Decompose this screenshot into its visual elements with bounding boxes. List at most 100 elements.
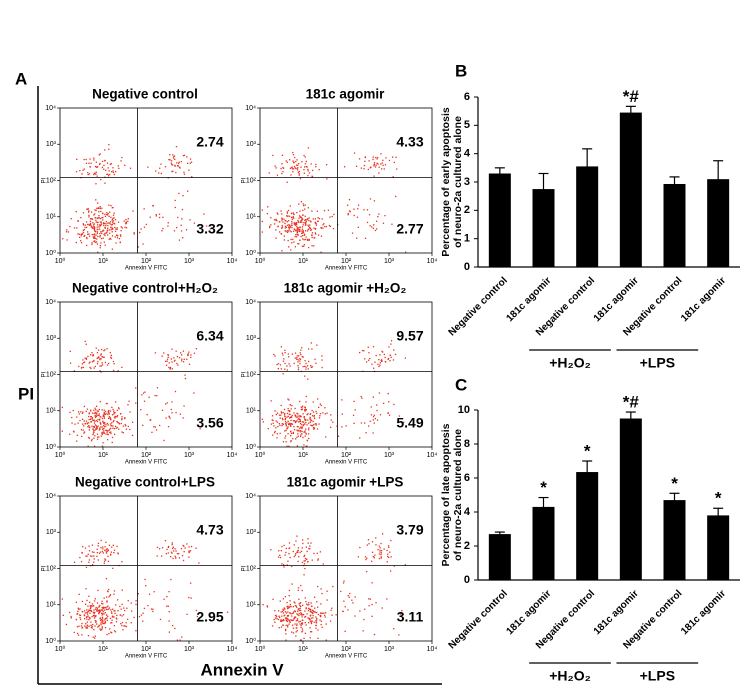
event-dot — [284, 349, 286, 351]
event-dot — [301, 408, 303, 411]
event-dot — [199, 428, 201, 430]
event-dot — [124, 226, 126, 228]
event-dot — [304, 423, 306, 425]
panel-label: B — [455, 61, 467, 80]
event-dot — [293, 217, 295, 219]
event-dot — [79, 614, 82, 616]
event-dot — [299, 360, 301, 362]
event-dot — [290, 231, 292, 233]
event-dot — [174, 199, 176, 202]
event-dot — [285, 624, 287, 626]
event-dot — [304, 219, 307, 221]
event-dot — [309, 220, 312, 222]
x-tick-label: 10⁴ — [427, 452, 438, 459]
event-dot — [108, 413, 110, 415]
event-dot — [330, 419, 332, 421]
event-dot — [114, 236, 116, 238]
event-dot — [115, 604, 117, 606]
event-dot — [291, 583, 293, 585]
event-dot — [180, 230, 183, 232]
event-dot — [99, 358, 101, 360]
event-dot — [376, 162, 378, 164]
event-dot — [395, 195, 397, 198]
event-dot — [152, 205, 154, 207]
event-dot — [174, 555, 176, 557]
event-dot — [85, 221, 88, 223]
significance-mark: * — [671, 474, 678, 493]
event-dot — [304, 430, 306, 432]
event-dot — [114, 416, 116, 418]
event-dot — [312, 411, 315, 413]
event-dot — [181, 354, 183, 356]
event-dot — [189, 158, 192, 160]
event-dot — [85, 358, 87, 360]
quadrant-value: 2.77 — [396, 221, 423, 237]
event-dot — [367, 168, 369, 171]
event-dot — [99, 365, 101, 367]
event-dot — [102, 219, 104, 221]
event-dot — [168, 545, 170, 548]
error-bar — [538, 172, 549, 205]
event-dot — [297, 243, 299, 245]
error-bar — [538, 496, 549, 517]
event-dot — [109, 417, 111, 419]
event-dot — [171, 542, 173, 544]
event-dot — [357, 204, 360, 206]
event-dot — [280, 619, 282, 621]
event-dot — [305, 421, 307, 424]
event-dot — [174, 165, 176, 167]
event-dot — [374, 361, 376, 363]
event-dot — [366, 361, 368, 363]
event-dot — [315, 233, 317, 235]
event-dot — [308, 427, 310, 429]
event-dot — [94, 213, 96, 215]
event-dot — [301, 622, 303, 624]
event-dot — [304, 622, 306, 624]
event-dot — [168, 416, 170, 418]
event-dot — [308, 604, 310, 606]
y-tick-label: 10⁰ — [45, 443, 56, 451]
event-dot — [352, 414, 355, 416]
event-dot — [103, 356, 105, 358]
event-dot — [110, 357, 113, 359]
event-dot — [188, 169, 190, 171]
event-dot — [111, 223, 114, 225]
event-dot — [281, 163, 283, 165]
event-dot — [203, 213, 205, 215]
event-dot — [101, 362, 103, 364]
event-dot — [386, 561, 388, 563]
event-dot — [304, 597, 306, 599]
event-dot — [311, 175, 314, 178]
event-dot — [286, 606, 288, 608]
event-dot — [100, 547, 102, 549]
event-dot — [292, 627, 295, 629]
event-dot — [337, 435, 340, 437]
x-tick-label: 10³ — [384, 646, 395, 653]
event-dot — [94, 429, 96, 431]
event-dot — [292, 438, 294, 440]
event-dot — [310, 342, 312, 344]
event-dot — [262, 604, 264, 606]
event-dot — [95, 427, 97, 430]
event-dot — [159, 167, 161, 169]
event-dot — [85, 357, 88, 359]
event-dot — [321, 626, 323, 628]
event-dot — [111, 619, 113, 621]
event-dot — [280, 611, 282, 613]
event-dot — [181, 208, 184, 211]
event-dot — [310, 602, 312, 604]
event-dot — [283, 564, 285, 566]
event-dot — [175, 550, 177, 552]
event-dot — [287, 230, 290, 232]
event-dot — [289, 413, 291, 415]
event-dot — [114, 230, 117, 232]
event-dot — [296, 223, 298, 226]
event-dot — [279, 600, 281, 602]
event-dot — [178, 192, 180, 195]
event-dot — [168, 159, 170, 161]
event-dot — [279, 556, 282, 559]
event-dot — [166, 402, 168, 404]
event-dot — [296, 412, 298, 414]
event-dot — [388, 159, 391, 162]
event-dot — [82, 229, 84, 231]
